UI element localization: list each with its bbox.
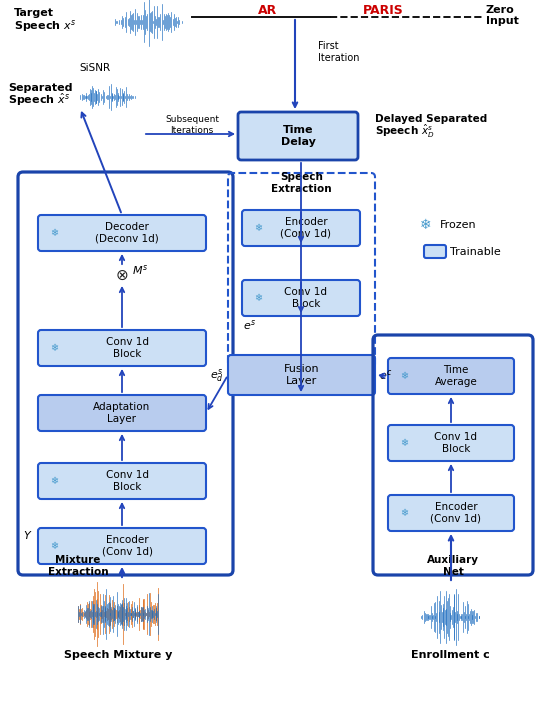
- Text: Mixture
Extraction: Mixture Extraction: [48, 555, 109, 577]
- Text: Zero: Zero: [486, 5, 515, 15]
- Text: Encoder
(Conv 1d): Encoder (Conv 1d): [101, 535, 152, 557]
- Text: First
Iteration: First Iteration: [318, 42, 359, 63]
- Text: $M^s$: $M^s$: [132, 263, 148, 277]
- Text: AR: AR: [258, 4, 278, 18]
- Text: $e^s$: $e^s$: [243, 318, 256, 332]
- Text: ❄: ❄: [50, 228, 58, 238]
- Text: Conv 1d
Block: Conv 1d Block: [284, 287, 328, 309]
- Text: $e^c$: $e^c$: [379, 368, 392, 382]
- Text: ❄: ❄: [400, 371, 408, 381]
- FancyBboxPatch shape: [238, 112, 358, 160]
- Text: ❄: ❄: [420, 218, 432, 232]
- Text: ❄: ❄: [254, 293, 262, 303]
- FancyBboxPatch shape: [38, 463, 206, 499]
- Text: Decoder
(Deconv 1d): Decoder (Deconv 1d): [95, 222, 159, 244]
- Text: ❄: ❄: [50, 343, 58, 353]
- FancyBboxPatch shape: [424, 245, 446, 258]
- Text: Encoder
(Conv 1d): Encoder (Conv 1d): [281, 218, 332, 239]
- Text: Speech $\hat{x}^s_D$: Speech $\hat{x}^s_D$: [375, 122, 435, 139]
- Text: ❄: ❄: [400, 508, 408, 518]
- FancyBboxPatch shape: [38, 330, 206, 366]
- Text: Speech Mixture y: Speech Mixture y: [64, 650, 172, 660]
- FancyBboxPatch shape: [388, 358, 514, 394]
- Text: Conv 1d
Block: Conv 1d Block: [106, 337, 149, 359]
- FancyBboxPatch shape: [388, 495, 514, 531]
- Text: Time
Delay: Time Delay: [281, 125, 316, 147]
- Text: Delayed Separated: Delayed Separated: [375, 114, 487, 124]
- FancyBboxPatch shape: [242, 210, 360, 246]
- Text: ❄: ❄: [254, 223, 262, 233]
- Text: Adaptation
Layer: Adaptation Layer: [93, 402, 151, 424]
- Text: ⊗: ⊗: [116, 268, 128, 282]
- Text: Encoder
(Conv 1d): Encoder (Conv 1d): [431, 502, 482, 524]
- Text: PARIS: PARIS: [363, 4, 403, 18]
- Text: Target: Target: [14, 8, 54, 18]
- FancyBboxPatch shape: [38, 528, 206, 564]
- Text: Conv 1d
Block: Conv 1d Block: [435, 432, 477, 454]
- FancyBboxPatch shape: [38, 215, 206, 251]
- Text: Input: Input: [486, 16, 519, 26]
- Text: Frozen: Frozen: [440, 220, 477, 230]
- Text: Speech
Extraction: Speech Extraction: [271, 172, 332, 194]
- FancyBboxPatch shape: [228, 355, 375, 395]
- Text: Enrollment c: Enrollment c: [410, 650, 489, 660]
- Text: $e_d^s$: $e_d^s$: [210, 367, 224, 384]
- Text: Speech $x^s$: Speech $x^s$: [14, 18, 76, 34]
- Text: Fusion
Layer: Fusion Layer: [284, 364, 319, 386]
- Text: Trainable: Trainable: [450, 247, 501, 257]
- Text: Subsequent
Iterations: Subsequent Iterations: [165, 115, 219, 134]
- Text: SiSNR: SiSNR: [79, 63, 111, 73]
- FancyBboxPatch shape: [388, 425, 514, 461]
- Text: Time
Average: Time Average: [435, 365, 477, 386]
- Text: Auxiliary
Net: Auxiliary Net: [427, 555, 479, 577]
- Text: ❄: ❄: [50, 476, 58, 486]
- Text: Y: Y: [23, 531, 30, 541]
- Text: Speech $\hat{x}^s$: Speech $\hat{x}^s$: [8, 92, 70, 108]
- Text: Separated: Separated: [8, 83, 72, 93]
- Text: ❄: ❄: [400, 438, 408, 448]
- Text: Conv 1d
Block: Conv 1d Block: [106, 470, 149, 492]
- FancyBboxPatch shape: [242, 280, 360, 316]
- Text: ❄: ❄: [50, 541, 58, 551]
- FancyBboxPatch shape: [38, 395, 206, 431]
